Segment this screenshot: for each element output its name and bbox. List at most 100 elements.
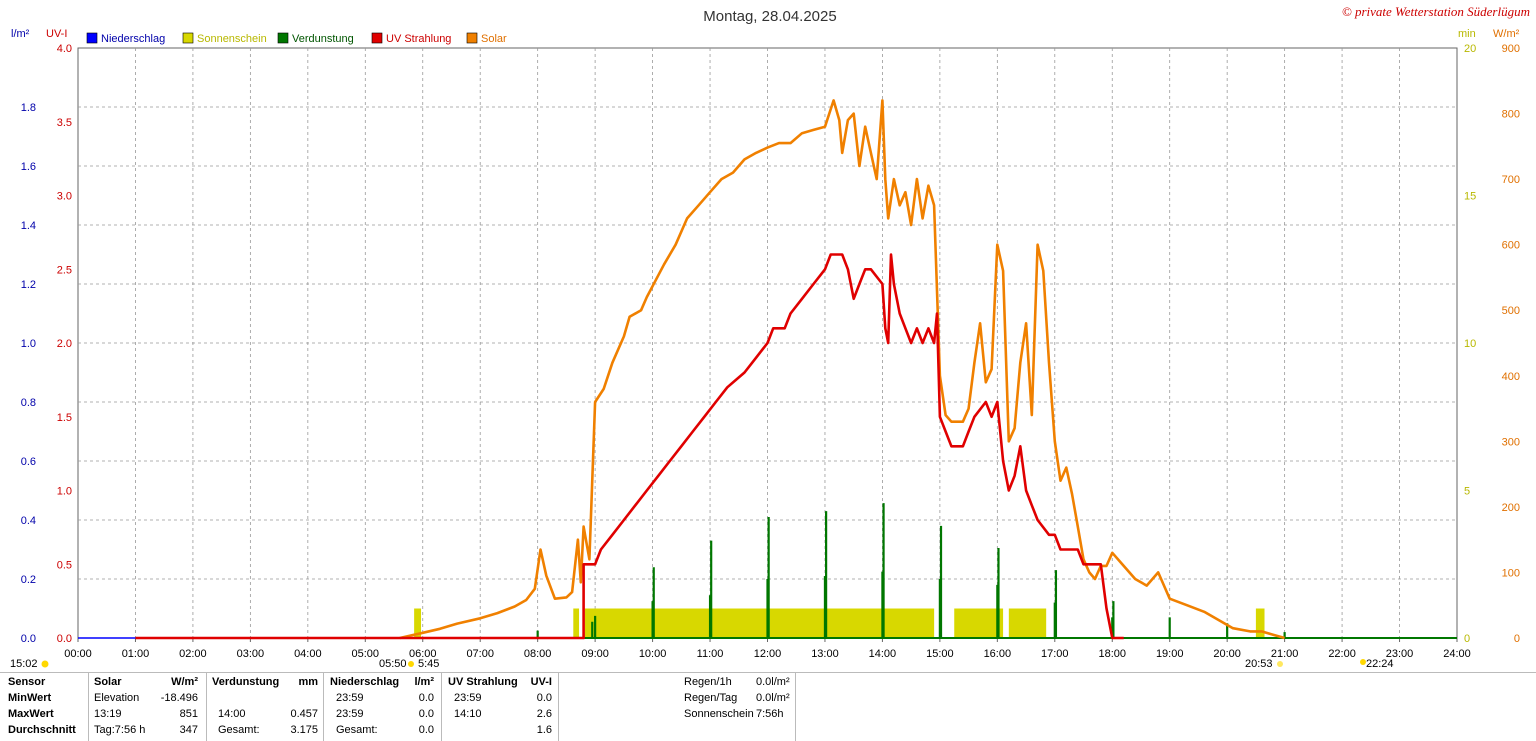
x-tick-label-18: 18:00: [1098, 648, 1126, 660]
y-tick-sonnenschein-2: 10: [1464, 338, 1476, 350]
legend-swatch-4: [466, 32, 478, 44]
y-tick-sonnenschein-1: 5: [1464, 486, 1470, 498]
table-cell-2-5: 0.0: [418, 724, 434, 736]
legend-swatch-2: [277, 32, 289, 44]
table-top-border: [0, 672, 1536, 673]
x-tick-label-21: 21:00: [1271, 648, 1299, 660]
y-tick-uv-8: 4.0: [57, 43, 72, 55]
weather-chart: Montag, 28.04.2025 © private Wetterstati…: [10, 4, 1530, 670]
y-tick-uv-6: 3.0: [57, 191, 72, 203]
table-cell-1-4: 23:59: [336, 708, 364, 720]
y-tick-solar-1: 100: [1502, 567, 1520, 579]
table-divider-3: [441, 672, 442, 741]
y-tick-uv-1: 0.5: [57, 559, 72, 571]
summary-label-1: Regen/Tag: [684, 692, 738, 704]
x-tick-label-16: 16:00: [984, 648, 1012, 660]
y-tick-niederschlag-2: 0.4: [21, 515, 36, 527]
x-tick-label-3: 03:00: [237, 648, 265, 660]
legend-label-1: Sonnenschein: [197, 33, 267, 45]
y-tick-uv-7: 3.5: [57, 117, 72, 129]
x-tick-label-20: 20:00: [1213, 648, 1241, 660]
legend-label-2: Verdunstung: [292, 33, 354, 45]
table-cell-1-1: 851: [179, 708, 198, 720]
y-tick-niederschlag-7: 1.4: [21, 220, 36, 232]
table-cell-2-4: Gesamt:: [336, 724, 378, 736]
table-cell-0-7: 0.0: [536, 692, 552, 704]
y-tick-niederschlag-0: 0.0: [21, 633, 36, 645]
right-unit-solar: W/m²: [1493, 28, 1520, 40]
table-row-label-1: MaxWert: [8, 708, 54, 720]
table-row-label-2: Durchschnitt: [8, 724, 76, 736]
y-tick-solar-7: 700: [1502, 174, 1520, 186]
table-header-1: Solar: [94, 676, 122, 688]
table-header-2: W/m²: [171, 676, 198, 688]
table-cell-0-5: 0.0: [418, 692, 434, 704]
y-tick-niederschlag-9: 1.8: [21, 102, 36, 114]
table-cell-2-1: 347: [179, 724, 198, 736]
table-divider-2: [323, 672, 324, 741]
marker-sunrise-a: 05:50: [379, 658, 407, 670]
legend-label-3: UV Strahlung: [386, 33, 451, 45]
x-tick-label-4: 04:00: [294, 648, 322, 660]
y-tick-niederschlag-1: 0.2: [21, 574, 36, 586]
summary-value-0: 0.0l/m²: [756, 676, 790, 688]
table-cell-1-2: 14:00: [218, 708, 246, 720]
table-row-label-0: MinWert: [8, 692, 52, 704]
y-tick-uv-3: 1.5: [57, 412, 72, 424]
table-cell-0-1: -18.496: [160, 692, 198, 704]
legend-label-4: Solar: [481, 33, 507, 45]
summary-value-1: 0.0l/m²: [756, 692, 790, 704]
y-tick-niederschlag-5: 1.0: [21, 338, 36, 350]
x-tick-label-19: 19:00: [1156, 648, 1184, 660]
y-tick-niederschlag-4: 0.8: [21, 397, 36, 409]
sun-markers: 15:02 05:50 5:45 20:53 22:24: [10, 658, 1394, 670]
x-tick-label-22: 22:00: [1328, 648, 1356, 660]
left-unit-niederschlag: l/m²: [11, 28, 30, 40]
sun-icon-sunrise: [408, 661, 414, 667]
x-tick-label-7: 07:00: [466, 648, 494, 660]
marker-left-time: 15:02: [10, 658, 38, 670]
summary-value-2: 7:56h: [756, 708, 784, 720]
x-tick-label-8: 08:00: [524, 648, 552, 660]
x-tick-label-13: 13:00: [811, 648, 839, 660]
y-tick-solar-6: 600: [1502, 240, 1520, 252]
marker-moon-b: 22:24: [1366, 658, 1394, 670]
x-tick-label-14: 14:00: [869, 648, 897, 660]
y-tick-niederschlag-8: 1.6: [21, 161, 36, 173]
axes: 00:00 01:00 02:00 03:00 04:00 05:00 06:00 07:00…: [21, 43, 1520, 660]
y-tick-sonnenschein-3: 15: [1464, 191, 1476, 203]
y-tick-solar-5: 500: [1502, 305, 1520, 317]
x-tick-label-9: 09:00: [581, 648, 609, 660]
x-tick-label-2: 02:00: [179, 648, 207, 660]
right-unit-min: min: [1458, 28, 1476, 40]
y-tick-sonnenschein-0: 0: [1464, 633, 1470, 645]
table-header-8: UV-I: [530, 676, 552, 688]
legend-label-0: Niederschlag: [101, 33, 165, 45]
x-tick-label-1: 01:00: [122, 648, 150, 660]
y-tick-sonnenschein-4: 20: [1464, 43, 1476, 55]
table-cell-2-2: Gesamt:: [218, 724, 260, 736]
table-divider-1: [206, 672, 207, 741]
summary-label-2: Sonnenschein: [684, 708, 754, 720]
legend-swatch-3: [371, 32, 383, 44]
x-tick-label-24: 24:00: [1443, 648, 1471, 660]
left-unit-uv: UV-I: [46, 28, 67, 40]
table-divider-0: [88, 672, 89, 741]
line-layer: [135, 99, 1285, 640]
sunshine-bar-3: [954, 608, 1004, 638]
table-header-0: Sensor: [8, 676, 46, 688]
sunshine-bar-2: [584, 608, 935, 638]
table-header-6: l/m²: [414, 676, 434, 688]
sun-icon-left: [41, 660, 49, 668]
table-header-5: Niederschlag: [330, 676, 400, 688]
x-tick-label-15: 15:00: [926, 648, 954, 660]
table-cell-2-3: 3.175: [290, 724, 318, 736]
table-cell-2-0: Tag:7:56 h: [94, 724, 146, 736]
table-divider-5: [795, 672, 796, 741]
x-tick-label-5: 05:00: [352, 648, 380, 660]
y-tick-solar-2: 200: [1502, 502, 1520, 514]
table-cell-0-4: 23:59: [336, 692, 364, 704]
x-tick-label-17: 17:00: [1041, 648, 1069, 660]
legend-swatch-0: [86, 32, 98, 44]
summary-label-0: Regen/1h: [684, 676, 732, 688]
